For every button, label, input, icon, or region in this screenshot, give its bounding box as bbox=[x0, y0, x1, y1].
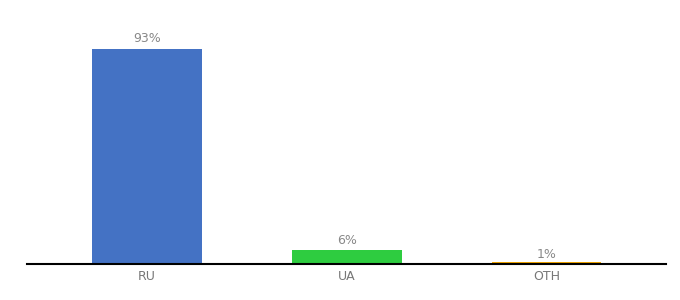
Text: 6%: 6% bbox=[337, 234, 357, 247]
Bar bbox=[292, 250, 402, 264]
Text: 93%: 93% bbox=[133, 32, 161, 45]
Bar bbox=[492, 262, 602, 264]
Bar bbox=[92, 49, 202, 264]
Text: 1%: 1% bbox=[537, 248, 556, 260]
